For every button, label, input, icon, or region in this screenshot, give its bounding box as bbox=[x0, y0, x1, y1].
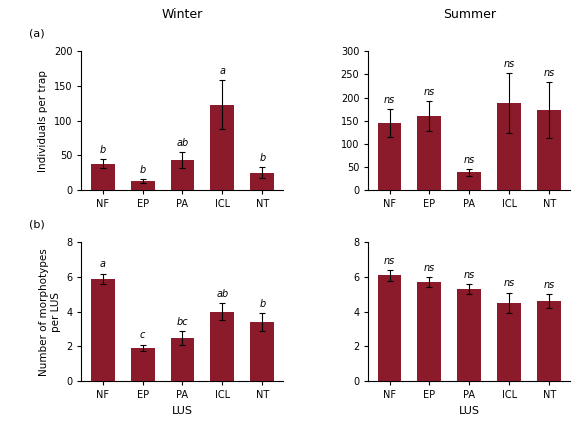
Bar bbox=[171, 338, 194, 381]
Bar bbox=[211, 312, 235, 381]
Bar bbox=[457, 172, 481, 190]
Text: b: b bbox=[140, 165, 146, 175]
Text: Summer: Summer bbox=[443, 9, 496, 21]
Bar bbox=[250, 322, 274, 381]
Text: a: a bbox=[100, 259, 106, 270]
Bar bbox=[211, 105, 235, 190]
Text: ab: ab bbox=[217, 289, 229, 299]
Bar bbox=[497, 103, 521, 190]
Y-axis label: Individuals per trap: Individuals per trap bbox=[38, 70, 48, 172]
Text: ns: ns bbox=[503, 279, 515, 288]
Bar bbox=[91, 279, 115, 381]
X-axis label: LUS: LUS bbox=[459, 405, 480, 416]
Bar bbox=[537, 301, 561, 381]
Text: ns: ns bbox=[424, 86, 435, 97]
Text: b: b bbox=[259, 299, 265, 309]
Text: (a): (a) bbox=[29, 29, 45, 39]
Text: ns: ns bbox=[544, 280, 555, 290]
X-axis label: LUS: LUS bbox=[172, 405, 193, 416]
Bar bbox=[537, 110, 561, 190]
Text: ns: ns bbox=[503, 59, 515, 69]
Bar bbox=[250, 172, 274, 190]
Y-axis label: Number of morphotypes
per LUS: Number of morphotypes per LUS bbox=[39, 248, 61, 375]
Bar bbox=[497, 303, 521, 381]
Text: bc: bc bbox=[177, 317, 189, 327]
Text: ab: ab bbox=[176, 137, 189, 148]
Bar bbox=[417, 116, 441, 190]
Text: ns: ns bbox=[384, 256, 395, 266]
Text: ns: ns bbox=[424, 263, 435, 273]
Text: ns: ns bbox=[464, 270, 475, 280]
Text: ns: ns bbox=[544, 68, 555, 78]
Bar bbox=[378, 275, 402, 381]
Bar bbox=[130, 348, 155, 381]
Bar bbox=[130, 181, 155, 190]
Text: a: a bbox=[219, 66, 225, 76]
Text: b: b bbox=[259, 153, 265, 163]
Text: Winter: Winter bbox=[162, 9, 203, 21]
Bar bbox=[457, 289, 481, 381]
Text: ns: ns bbox=[464, 155, 475, 165]
Bar bbox=[171, 160, 194, 190]
Text: (b): (b) bbox=[29, 220, 45, 229]
Bar bbox=[417, 282, 441, 381]
Text: c: c bbox=[140, 330, 146, 340]
Bar bbox=[378, 123, 402, 190]
Bar bbox=[91, 163, 115, 190]
Text: ns: ns bbox=[384, 95, 395, 105]
Text: b: b bbox=[100, 145, 106, 155]
